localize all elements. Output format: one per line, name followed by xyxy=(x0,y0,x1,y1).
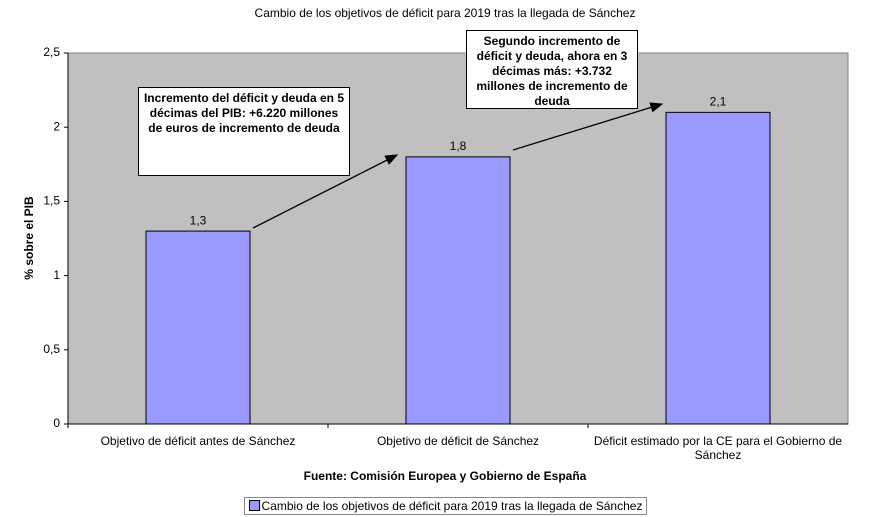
x-tick-label: Déficit estimado por la CE para el Gobie… xyxy=(593,434,843,462)
annotation: Incremento del déficit y deuda en 5 déci… xyxy=(138,87,350,176)
annotation: Segundo incremento de déficit y deuda, a… xyxy=(466,30,638,109)
y-tick-label: 2 xyxy=(53,119,60,133)
y-tick-label: 1 xyxy=(53,268,60,282)
legend-label: Cambio de los objetivos de déficit para … xyxy=(261,499,643,513)
y-tick-label: 2,5 xyxy=(43,45,60,59)
annotation-arrow xyxy=(252,154,399,229)
annotation-arrow xyxy=(512,102,664,151)
data-label: 1,3 xyxy=(190,213,207,227)
data-label: 2,1 xyxy=(710,95,727,109)
x-axis-label: Fuente: Comisión Europea y Gobierno de E… xyxy=(304,469,587,483)
y-axis-label: % sobre el PIB xyxy=(22,196,36,280)
bar xyxy=(665,111,771,425)
legend: Cambio de los objetivos de déficit para … xyxy=(0,497,891,515)
x-tick-label: Objetivo de déficit antes de Sánchez xyxy=(100,434,296,448)
y-tick-label: 0 xyxy=(53,416,60,430)
y-tick-label: 0,5 xyxy=(43,342,60,356)
y-tick-label: 1,5 xyxy=(43,194,60,208)
legend-swatch xyxy=(248,500,260,511)
bar xyxy=(145,230,251,425)
x-tick-label: Objetivo de déficit de Sánchez xyxy=(376,434,540,448)
data-label: 1,8 xyxy=(450,139,467,153)
bar xyxy=(405,156,511,425)
chart-title: Cambio de los objetivos de déficit para … xyxy=(255,6,636,20)
legend-frame: Cambio de los objetivos de déficit para … xyxy=(243,497,648,515)
